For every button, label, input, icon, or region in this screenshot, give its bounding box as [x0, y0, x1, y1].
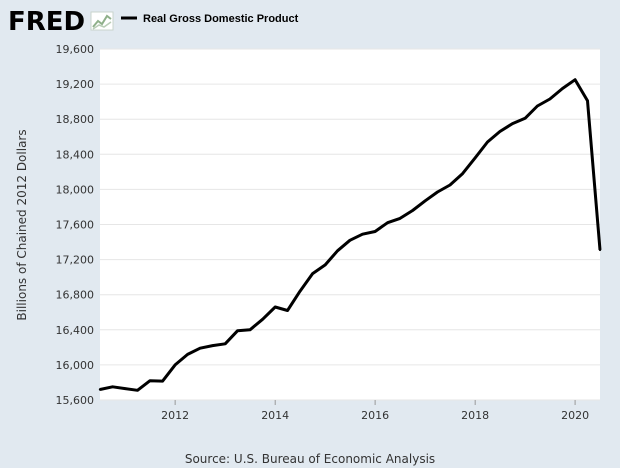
data-point [436, 190, 439, 194]
y-axis-ticks: 15,600 16,000 16,400 16,800 17,200 17,600 18,0… [56, 43, 95, 407]
data-point [286, 309, 289, 312]
data-point [336, 249, 339, 252]
data-point [173, 363, 177, 367]
data-point [136, 389, 139, 392]
series-layer [98, 78, 602, 392]
y-tick-label: 17,200 [56, 254, 95, 267]
data-point [448, 183, 452, 187]
data-point [311, 272, 314, 275]
y-tick-label: 18,800 [56, 113, 95, 126]
data-point [111, 385, 114, 388]
legend-label: Real Gross Domestic Product [143, 13, 299, 25]
data-point [511, 122, 514, 125]
data-point [148, 379, 152, 382]
x-axis-ticks: 2012 2014 2016 2018 2020 [161, 400, 589, 422]
y-tick-label: 16,800 [56, 289, 95, 302]
data-point [236, 329, 239, 332]
data-point [474, 156, 477, 159]
source-note: Source: U.S. Bureau of Economic Analysis [185, 452, 435, 466]
logo-graph-icon [90, 11, 114, 31]
data-point [561, 87, 564, 90]
data-point [386, 221, 389, 224]
x-tick-label: 2014 [261, 409, 289, 422]
y-tick-label: 17,600 [56, 219, 95, 232]
data-point [224, 342, 227, 345]
x-tick-label: 2020 [561, 409, 589, 422]
data-point [523, 117, 527, 120]
data-point [536, 104, 539, 108]
data-point [498, 130, 502, 133]
y-tick-label: 18,000 [56, 183, 95, 196]
y-tick-label: 19,200 [56, 78, 95, 91]
data-point [211, 344, 214, 347]
grid [100, 48, 600, 401]
data-point [411, 209, 414, 212]
fred-logo-text: FRED [8, 7, 85, 37]
y-tick-label: 15,600 [56, 394, 95, 407]
data-point [586, 99, 589, 103]
data-point [361, 233, 364, 236]
data-point [461, 172, 464, 175]
data-point [373, 230, 377, 233]
data-point [398, 217, 402, 220]
legend: Real Gross Domestic Product [121, 13, 299, 25]
data-point [298, 290, 302, 293]
data-point [486, 140, 489, 144]
data-point [598, 248, 602, 252]
y-tick-label: 18,400 [56, 148, 95, 161]
x-tick-label: 2018 [461, 409, 489, 422]
data-point [261, 318, 264, 321]
data-point [424, 199, 427, 202]
data-point [348, 239, 352, 242]
fred-logo[interactable]: FRED [8, 7, 114, 37]
y-tick-label: 19,600 [56, 43, 95, 56]
data-point [186, 353, 189, 356]
y-tick-label: 16,400 [56, 324, 95, 337]
data-point [198, 347, 202, 350]
data-point [124, 387, 127, 390]
x-tick-label: 2012 [161, 409, 189, 422]
data-point [248, 328, 252, 331]
data-point [548, 97, 552, 101]
y-axis-title: Billions of Chained 2012 Dollars [15, 129, 29, 320]
data-point [274, 305, 277, 309]
data-point [98, 388, 102, 391]
data-point [573, 78, 577, 81]
x-tick-label: 2016 [361, 409, 389, 422]
data-point [161, 379, 164, 383]
data-point [324, 263, 327, 267]
y-tick-label: 16,000 [56, 359, 95, 372]
